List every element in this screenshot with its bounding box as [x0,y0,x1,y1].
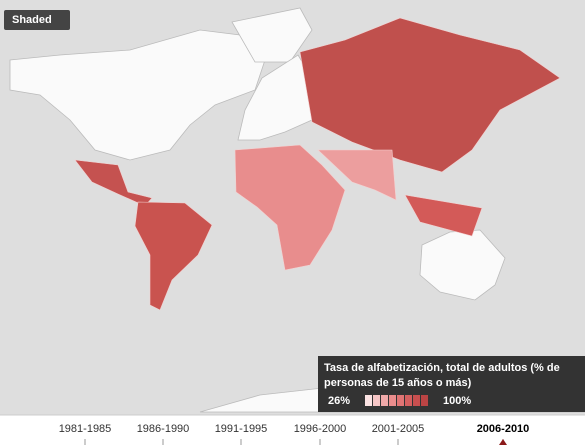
timeline-period[interactable]: 2006-2010 [477,423,530,435]
legend-box [318,356,585,412]
russia-asia [299,17,561,173]
timeline-period[interactable]: 1981-1985 [59,423,112,435]
north-america [9,29,266,161]
timeline-period[interactable]: 1991-1995 [215,423,268,435]
middle-east-india [317,149,397,201]
southeast-asia [404,194,483,237]
mode-button[interactable] [4,10,70,30]
legend-max: 100% [443,395,471,407]
legend-min: 26% [328,395,350,407]
timeline: 1981-1985 1986-1990 1991-1995 1996-2000 2001… [59,423,530,445]
timeline-marker [499,439,507,445]
timeline-period[interactable]: 1986-1990 [137,423,190,435]
legend-title: personas de 15 años o más) [324,377,472,389]
south-america [134,201,213,311]
timeline-bar [0,415,585,445]
timeline-period[interactable]: 2001-2005 [372,423,425,435]
mode-label: Shaded [12,14,52,26]
africa [234,144,346,271]
timeline-period[interactable]: 1996-2000 [294,423,347,435]
legend-title: Tasa de alfabetización, total de adultos… [324,362,560,374]
legend-swatches [365,395,428,406]
greenland [231,7,313,63]
